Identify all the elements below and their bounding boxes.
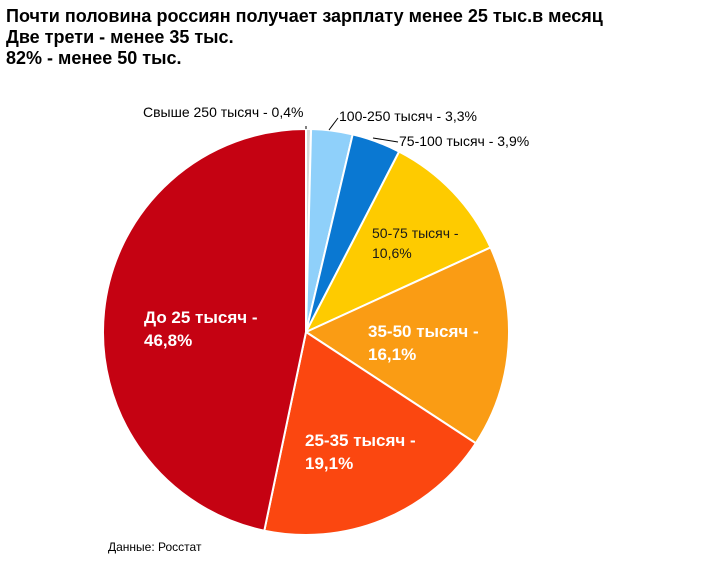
slice-label-7-line-1: До 25 тысяч - bbox=[144, 308, 258, 327]
title-line-3: 82% - менее 50 тыс. bbox=[6, 48, 182, 68]
pie-slice-4 bbox=[305, 150, 492, 333]
slice-label-6-line-1: 25-35 тысяч - bbox=[305, 431, 416, 450]
chart-title: Почти половина россиян получает зарплату… bbox=[6, 6, 603, 69]
slice-label-2: 100-250 тысяч - 3,3% bbox=[339, 108, 477, 124]
title-line-1: Почти половина россиян получает зарплату… bbox=[6, 6, 603, 26]
slice-label-7-line-2: 46,8% bbox=[144, 331, 192, 350]
pie-slice-5 bbox=[305, 246, 510, 445]
slice-label-5-line-1: 35-50 тысяч - bbox=[368, 322, 479, 341]
pie-slice-7 bbox=[102, 128, 307, 532]
leader-line-3 bbox=[372, 137, 399, 143]
pie-slice-6 bbox=[263, 331, 477, 536]
slice-label-4-line-2: 10,6% bbox=[372, 245, 412, 261]
slice-label-3: 75-100 тысяч - 3,9% bbox=[399, 133, 529, 149]
slice-label-1: Свыше 250 тысяч - 0,4% bbox=[143, 104, 303, 120]
slice-label-4-line-1: 50-75 тысяч - bbox=[372, 225, 459, 241]
slice-label-5-line-2: 16,1% bbox=[368, 345, 416, 364]
source-note: Данные: Росстат bbox=[108, 540, 202, 554]
leader-line-2 bbox=[328, 117, 339, 131]
slice-label-6-line-2: 19,1% bbox=[305, 454, 353, 473]
title-line-2: Две трети - менее 35 тыс. bbox=[6, 27, 234, 47]
